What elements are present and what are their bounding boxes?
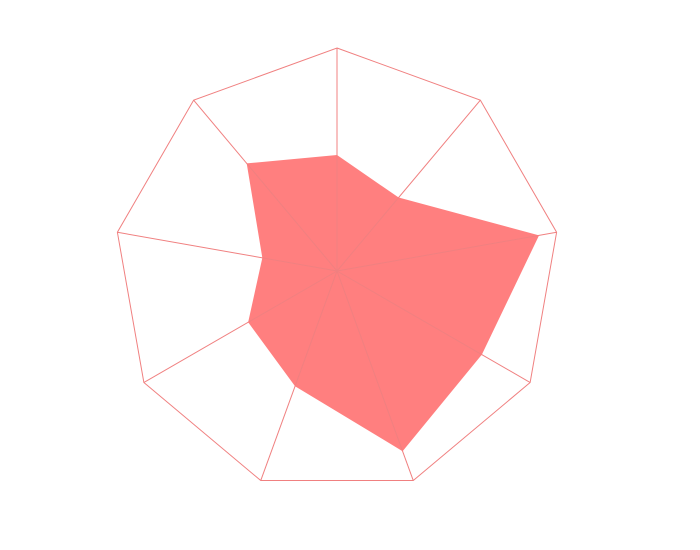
radar-spoke [143,270,338,383]
radar-spoke [193,99,338,272]
radar-spoke [260,270,338,481]
radar-data-point [294,385,296,387]
radar-data-point [402,450,404,452]
radar-data-point [261,257,263,259]
radar-spoke [336,231,557,272]
radar-outer-frame [116,47,558,482]
radar-data-point [398,197,400,199]
radar-spoke [336,270,414,481]
radar-spoke [336,270,531,383]
radar-spoke [336,99,481,272]
radar-spoke [117,231,338,272]
radar-data-point [336,154,338,156]
radar-data-point [247,321,249,323]
radar-series [117,48,557,481]
radar-grid [116,47,558,482]
radar-data-point [538,234,540,236]
radar-data-point [481,354,483,356]
radar-data-point [246,162,248,164]
